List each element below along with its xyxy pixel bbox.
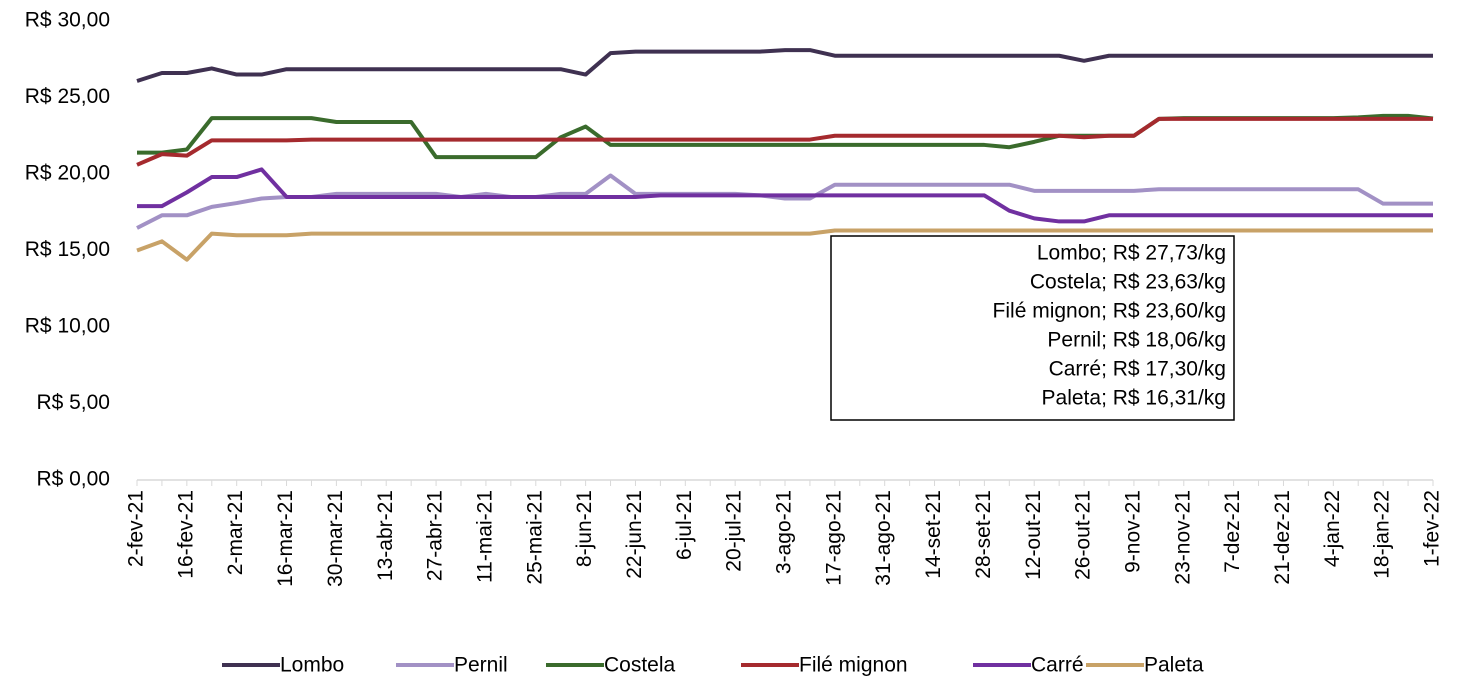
series-line: [136, 116, 1433, 167]
series-line: [136, 228, 1433, 262]
x-tick-label: 27-abr-21: [424, 490, 447, 581]
x-tick-label: 17-ago-21: [822, 490, 845, 586]
legend-label: Lombo: [280, 654, 344, 677]
x-tick-label: 13-abr-21: [374, 490, 397, 581]
x-tick-label: 22-jun-21: [623, 490, 646, 579]
annotation-text: Filé mignon; R$ 23,60/kg: [993, 300, 1226, 323]
x-tick-label: 20-jul-21: [723, 490, 746, 572]
y-tick-label: R$ 30,00: [25, 9, 110, 32]
x-tick-label: 9-nov-21: [1121, 490, 1144, 573]
x-tick-label: 6-jul-21: [673, 490, 696, 560]
x-tick-label: 16-fev-21: [174, 490, 197, 579]
x-tick-label: 25-mai-21: [523, 490, 546, 585]
series-line: [137, 113, 1434, 160]
legend-label: Paleta: [1144, 654, 1204, 677]
legend-label: Pernil: [454, 654, 508, 677]
x-tick-label: 28-set-21: [972, 490, 995, 579]
annotation-text: Carré; R$ 17,30/kg: [1049, 358, 1226, 381]
legend-label: Costela: [604, 654, 676, 677]
x-tick-label: 3-ago-21: [773, 490, 796, 574]
x-tick-label: 1-fev-22: [1421, 490, 1444, 567]
x-tick-label: 18-jan-22: [1371, 490, 1394, 579]
x-tick-label: 31-ago-21: [872, 490, 895, 586]
x-tick-label: 2-mar-21: [224, 490, 247, 575]
x-tick-label: 21-dez-21: [1271, 490, 1294, 585]
x-tick-label: 23-nov-21: [1171, 490, 1194, 585]
x-tick-label: 8-jun-21: [573, 490, 596, 567]
x-tick-label: 12-out-21: [1022, 490, 1045, 580]
x-tick-label: 26-out-21: [1072, 490, 1095, 580]
annotation-text: Pernil; R$ 18,06/kg: [1047, 329, 1226, 352]
x-tick-label: 30-mar-21: [324, 490, 347, 587]
x-tick-label: 4-jan-22: [1321, 490, 1344, 567]
series-line: [137, 167, 1433, 224]
y-tick-label: R$ 10,00: [25, 315, 110, 338]
legend-label: Carré: [1031, 654, 1084, 677]
annotation-text: Paleta; R$ 16,31/kg: [1042, 387, 1226, 410]
x-tick-label: 11-mai-21: [473, 490, 496, 583]
series-line: [136, 48, 1433, 83]
annotation-text: Lombo; R$ 27,73/kg: [1037, 242, 1226, 265]
series-line: [136, 173, 1433, 230]
y-tick-label: R$ 20,00: [25, 162, 110, 185]
annotation-box: [830, 235, 1235, 421]
annotation-text: Costela; R$ 23,63/kg: [1030, 271, 1226, 294]
x-tick-label: 16-mar-21: [274, 490, 297, 587]
y-tick-label: R$ 25,00: [25, 85, 110, 108]
y-tick-label: R$ 15,00: [25, 238, 110, 261]
y-tick-label: R$ 5,00: [36, 391, 110, 414]
x-tick-label: 2-fev-21: [125, 490, 148, 567]
y-tick-label: R$ 0,00: [36, 468, 110, 491]
x-tick-label: 7-dez-21: [1221, 490, 1244, 573]
legend-label: Filé mignon: [799, 654, 908, 677]
x-tick-label: 14-set-21: [922, 490, 945, 579]
